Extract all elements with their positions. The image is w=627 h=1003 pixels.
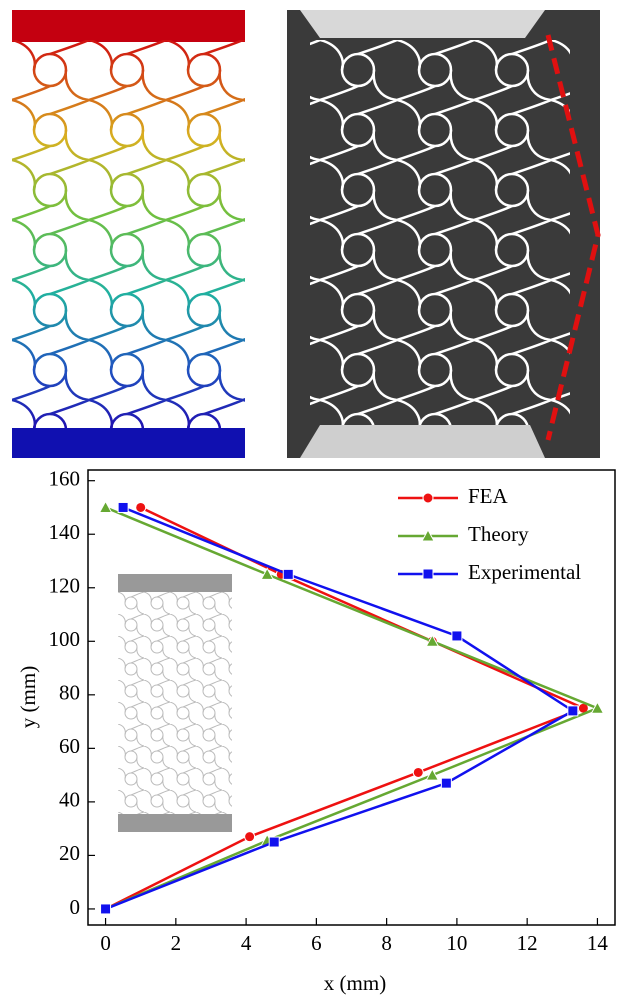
x-tick-label: 0 (100, 931, 111, 955)
y-tick-label: 140 (49, 520, 81, 544)
y-tick-label: 40 (59, 788, 80, 812)
legend-label: Experimental (468, 560, 581, 584)
y-tick-label: 80 (59, 681, 80, 705)
y-axis-label: y (mm) (16, 666, 40, 728)
x-tick-label: 6 (311, 931, 322, 955)
experiment-photo (287, 10, 600, 458)
inset-lattice (118, 574, 232, 832)
marker (423, 493, 433, 503)
marker (118, 502, 128, 512)
y-tick-label: 100 (49, 627, 81, 651)
x-tick-label: 4 (241, 931, 252, 955)
marker (101, 904, 111, 914)
y-tick-label: 160 (49, 467, 81, 491)
x-axis-label: x (mm) (324, 971, 386, 995)
x-tick-label: 10 (446, 931, 467, 955)
marker (269, 837, 279, 847)
y-tick-label: 120 (49, 574, 81, 598)
x-tick-label: 8 (381, 931, 392, 955)
marker (136, 502, 146, 512)
marker (568, 706, 578, 716)
y-tick-label: 0 (70, 895, 81, 919)
x-tick-label: 12 (517, 931, 538, 955)
marker (283, 569, 293, 579)
marker (245, 832, 255, 842)
y-tick-label: 60 (59, 734, 80, 758)
marker (423, 569, 433, 579)
marker (441, 778, 451, 788)
figure: x (mm) y (mm) 02468101214020406080100120… (0, 0, 627, 1003)
x-tick-label: 2 (171, 931, 182, 955)
y-tick-label: 20 (59, 841, 80, 865)
marker (413, 767, 423, 777)
marker (100, 501, 112, 512)
marker (452, 631, 462, 641)
legend-label: FEA (468, 484, 509, 508)
fea-image (12, 10, 245, 458)
x-tick-label: 14 (587, 931, 609, 955)
legend-label: Theory (468, 522, 529, 546)
